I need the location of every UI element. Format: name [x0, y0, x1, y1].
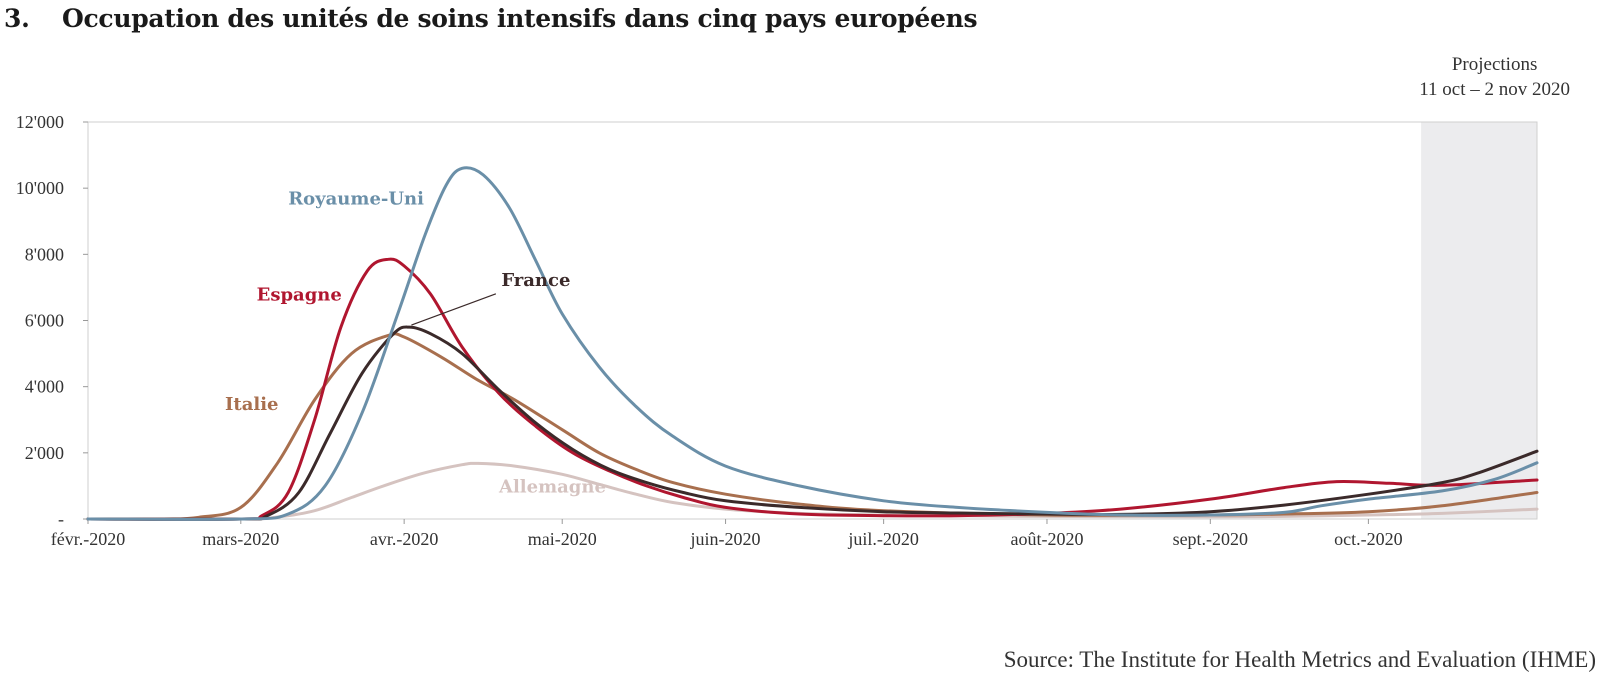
y-tick-label: 10'000 [16, 178, 64, 198]
series-line-espagne [86, 257, 1539, 521]
chart-number: 3. [4, 4, 30, 33]
y-tick-label: 6'000 [25, 311, 64, 331]
series-label-france: France [501, 270, 570, 291]
source-note: Source: The Institute for Health Metrics… [1003, 647, 1596, 672]
x-tick-label: avr.-2020 [370, 529, 438, 549]
series-line-allemagne [86, 461, 1539, 521]
series-line-france [86, 325, 1539, 521]
projection-label: Projections 11 oct – 2 nov 2020 [1419, 52, 1570, 102]
y-tick-label: - [58, 509, 64, 529]
x-tick-label: févr.-2020 [51, 529, 125, 549]
x-tick-label: mai-2020 [528, 529, 597, 549]
plot-frame [87, 121, 1538, 520]
series-label-espagne: Espagne [257, 285, 342, 306]
projection-label-line2: 11 oct – 2 nov 2020 [1419, 79, 1570, 100]
projection-label-line1: Projections [1451, 54, 1538, 75]
series-label-allemagne: Allemagne [498, 477, 606, 498]
x-tick-label: juin-2020 [690, 529, 761, 549]
x-tick-label: mars-2020 [202, 529, 279, 549]
series-label-royaume-uni: Royaume-Uni [288, 189, 424, 210]
x-tick-label: août-2020 [1010, 529, 1083, 549]
y-tick-label: 8'000 [25, 244, 64, 264]
y-tick-label: 4'000 [25, 377, 64, 397]
x-tick-label: juil.-2020 [847, 529, 919, 549]
chart-title-text: Occupation des unités de soins intensifs… [62, 4, 978, 33]
chart-title: 3. Occupation des unités de soins intensi… [4, 4, 978, 33]
france-leader-line [411, 293, 497, 326]
projection-band [1421, 122, 1537, 519]
series-line-royaume-uni [86, 166, 1539, 521]
x-tick-label: sept.-2020 [1173, 529, 1249, 549]
series-line-italie [86, 332, 1539, 521]
y-tick-label: 2'000 [25, 443, 64, 463]
series-label-italie: Italie [225, 394, 279, 415]
x-tick-label: oct.-2020 [1334, 529, 1402, 549]
y-tick-label: 12'000 [16, 112, 64, 132]
